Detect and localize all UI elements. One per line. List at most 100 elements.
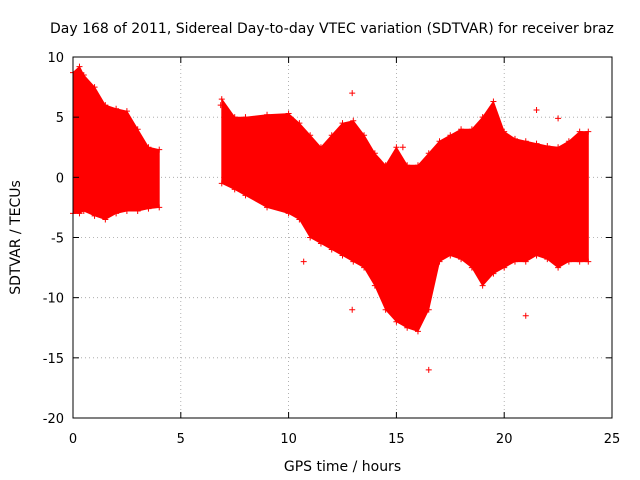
- data-point-marker: [102, 216, 109, 223]
- data-point-marker: [425, 150, 432, 157]
- data-point-marker: [501, 128, 508, 135]
- data-point-marker: [479, 282, 486, 289]
- data-point-marker: [393, 144, 400, 151]
- data-point-marker: [382, 162, 389, 169]
- x-tick-label: 15: [388, 432, 405, 447]
- data-point-marker: [145, 144, 152, 151]
- data-point-marker: [425, 306, 432, 313]
- data-point-marker: [350, 258, 357, 265]
- data-point-marker: [91, 84, 98, 91]
- data-point-marker: [555, 264, 562, 271]
- data-point-marker: [404, 162, 411, 169]
- data-point-marker: [490, 98, 497, 105]
- data-point-marker: [218, 180, 225, 187]
- outlier-point: [399, 144, 406, 151]
- data-point-marker: [328, 132, 335, 139]
- data-point-marker: [458, 126, 465, 133]
- data-point-marker: [123, 208, 130, 215]
- x-axis-label: GPS time / hours: [284, 459, 401, 475]
- y-tick-label: -20: [43, 412, 64, 427]
- data-point-marker: [145, 205, 152, 212]
- data-point-marker: [307, 132, 314, 139]
- data-point-marker: [555, 144, 562, 151]
- data-envelope-2: [221, 97, 589, 333]
- data-point-marker: [231, 186, 238, 193]
- x-tick-label: 0: [69, 432, 77, 447]
- data-point-marker: [231, 114, 238, 121]
- data-point-marker: [404, 324, 411, 331]
- data-point-marker: [317, 240, 324, 247]
- data-point-marker: [218, 96, 225, 103]
- x-tick-label: 20: [496, 432, 513, 447]
- data-point-marker: [511, 135, 518, 142]
- data-envelope-1: [72, 65, 160, 220]
- data-point-marker: [350, 117, 357, 124]
- data-point-marker: [361, 264, 368, 271]
- data-point-marker: [113, 105, 120, 112]
- data-point-marker: [339, 252, 346, 259]
- data-layer: [70, 63, 592, 373]
- data-point-marker: [328, 246, 335, 253]
- data-point-marker: [91, 212, 98, 219]
- data-point-marker: [458, 256, 465, 263]
- x-tick-label: 10: [280, 432, 297, 447]
- data-point-marker: [490, 270, 497, 277]
- data-point-marker: [585, 258, 592, 265]
- data-point-marker: [544, 256, 551, 263]
- y-axis-label: SDTVAR / TECUs: [8, 180, 24, 295]
- x-tick-label: 25: [604, 432, 621, 447]
- data-point-marker: [134, 126, 141, 133]
- data-point-marker: [414, 162, 421, 169]
- data-point-marker: [113, 210, 120, 217]
- data-point-marker: [522, 138, 529, 145]
- data-point-marker: [242, 192, 249, 199]
- data-point-marker: [576, 258, 583, 265]
- data-point-marker: [76, 210, 83, 217]
- outlier-point: [300, 258, 307, 265]
- y-tick-label: -10: [43, 292, 64, 307]
- y-tick-label: 10: [47, 51, 64, 66]
- data-point-marker: [544, 143, 551, 150]
- data-point-marker: [80, 72, 87, 79]
- data-point-marker: [264, 204, 271, 211]
- data-point-marker: [361, 132, 368, 139]
- chart-title: Day 168 of 2011, Sidereal Day-to-day VTE…: [50, 21, 614, 37]
- data-point-marker: [285, 110, 292, 117]
- data-point-marker: [522, 258, 529, 265]
- data-point-marker: [296, 120, 303, 127]
- tick-layer: 0 5 10 15 20 25 -20 -15 -10 -5 0 5 10: [43, 51, 621, 447]
- data-point-marker: [468, 126, 475, 133]
- data-point-marker: [371, 150, 378, 157]
- data-point-marker: [156, 204, 163, 211]
- data-point-marker: [479, 114, 486, 121]
- data-point-marker: [447, 132, 454, 139]
- data-point-marker: [533, 252, 540, 259]
- data-point-marker: [339, 120, 346, 127]
- y-tick-label: -5: [51, 232, 64, 247]
- data-point-marker: [447, 252, 454, 259]
- data-point-marker: [156, 146, 163, 153]
- data-point-marker: [264, 111, 271, 118]
- y-tick-label: 0: [56, 171, 64, 186]
- data-point-marker: [80, 208, 87, 215]
- data-point-marker: [436, 258, 443, 265]
- outlier-point: [522, 312, 529, 319]
- outlier-point: [425, 366, 432, 373]
- data-point-marker: [123, 108, 130, 115]
- data-point-marker: [242, 114, 249, 121]
- outlier-point: [555, 115, 562, 122]
- outlier-point: [221, 171, 228, 178]
- data-point-marker: [585, 128, 592, 135]
- outlier-point: [349, 90, 356, 97]
- data-point-marker: [565, 258, 572, 265]
- data-point-marker: [317, 144, 324, 151]
- data-point-marker: [307, 234, 314, 241]
- x-tick-label: 5: [177, 432, 185, 447]
- data-point-marker: [576, 128, 583, 135]
- data-point-marker: [414, 328, 421, 335]
- data-point-marker: [533, 140, 540, 147]
- y-tick-label: 5: [56, 111, 64, 126]
- data-point-marker: [76, 63, 83, 70]
- outlier-point: [217, 102, 224, 109]
